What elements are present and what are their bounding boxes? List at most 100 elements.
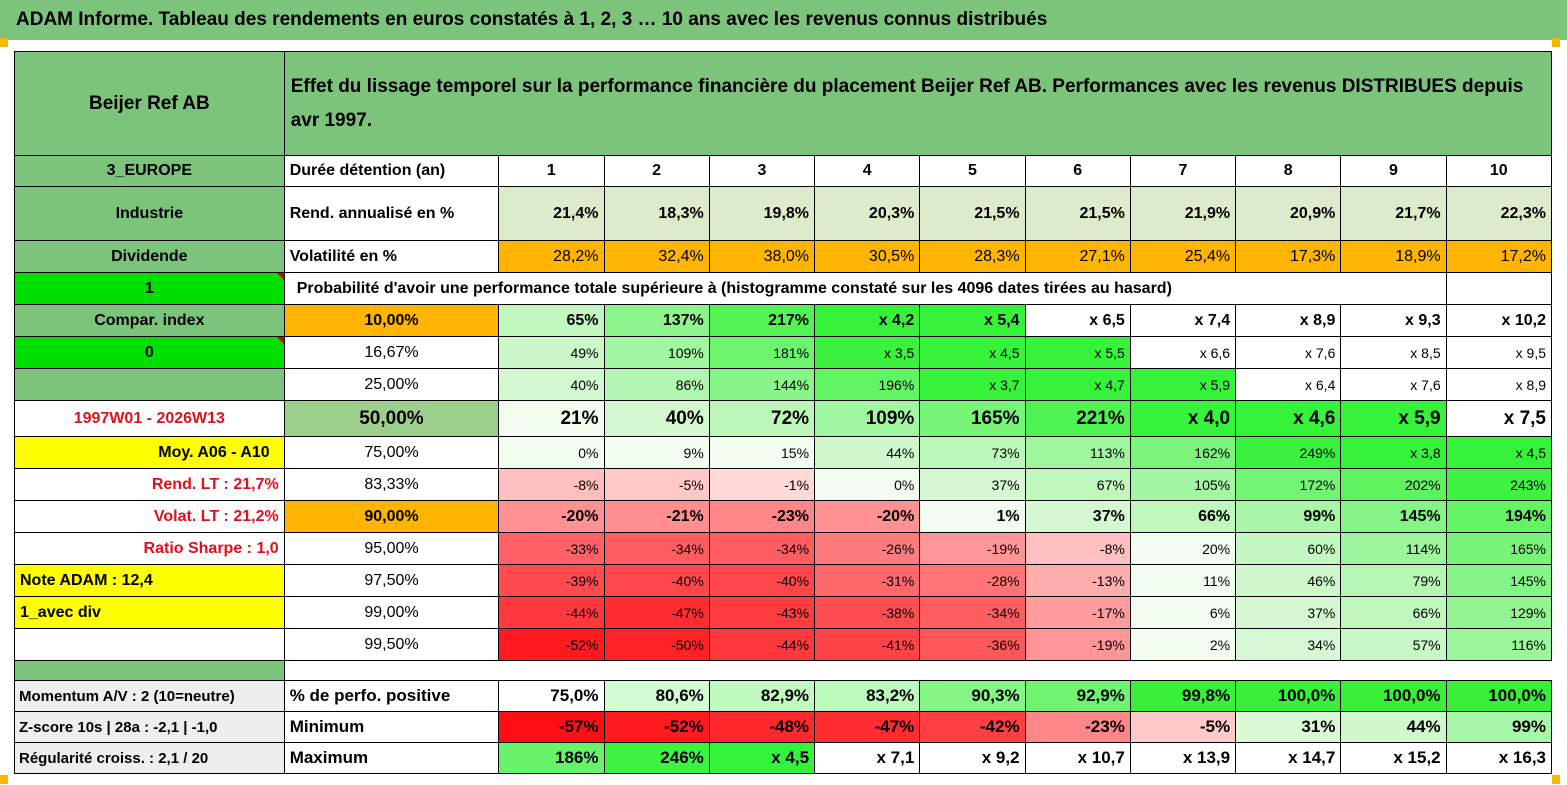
vol-cell: 30,5% (814, 240, 921, 273)
prob-value-cell: 129% (1445, 596, 1553, 629)
positive-value-cell: 90,3% (919, 680, 1026, 712)
vol-cell: 25,4% (1129, 240, 1237, 273)
rend-lt-cell: Rend. LT : 21,7% (14, 468, 285, 501)
minimum-value-cell: 31% (1235, 711, 1342, 743)
prob-value-cell: 99% (1235, 500, 1342, 533)
maximum-value-cell: x 9,2 (919, 742, 1026, 774)
year-header: 8 (1235, 155, 1342, 187)
threshold-cell: 16,67% (283, 336, 500, 369)
prob-value-cell: 145% (1340, 500, 1447, 533)
prob-value-cell: 137% (603, 304, 710, 337)
rend-cell: 21,9% (1129, 186, 1237, 241)
maximum-value-cell: x 4,5 (708, 742, 816, 774)
prob-value-cell: -34% (708, 532, 816, 565)
duree-label: Durée détention (an) (283, 155, 500, 187)
prob-value-cell: 44% (814, 436, 921, 469)
prob-value-cell: 162% (1129, 436, 1237, 469)
blank-green-cell (14, 368, 285, 401)
prob-value-cell: 65% (498, 304, 605, 337)
avec-div-cell: 1_avec div (14, 596, 285, 629)
asset-name: Beijer Ref AB (14, 51, 285, 156)
prob-value-cell: -8% (498, 468, 605, 501)
year-header: 5 (919, 155, 1026, 187)
threshold-cell: 97,50% (283, 564, 500, 597)
description: Effet du lissage temporel sur la perform… (283, 51, 1553, 156)
minimum-value-cell: -23% (1024, 711, 1131, 743)
positive-label: % de perfo. positive (283, 680, 500, 712)
prob-value-cell: x 4,7 (1024, 368, 1131, 401)
prob-value-cell: x 4,6 (1235, 400, 1342, 437)
cell-marker (1552, 38, 1560, 47)
maximum-value-cell: x 7,1 (814, 742, 921, 774)
prob-value-cell: -8% (1024, 532, 1131, 565)
prob-value-cell: 0% (814, 468, 921, 501)
threshold-cell: 50,00% (283, 400, 500, 437)
maximum-value-cell: x 10,7 (1024, 742, 1131, 774)
rend-cell: 21,5% (1024, 186, 1131, 241)
maximum-value-cell: 186% (498, 742, 605, 774)
prob-value-cell: x 3,5 (814, 336, 921, 369)
prob-value-cell: 60% (1235, 532, 1342, 565)
prob-value-cell: 221% (1024, 400, 1131, 437)
prob-value-cell: x 5,4 (919, 304, 1026, 337)
cell-marker (0, 38, 8, 47)
prob-value-cell: x 9,5 (1445, 336, 1553, 369)
maximum-value-cell: x 14,7 (1235, 742, 1342, 774)
prob-value-cell: -34% (603, 532, 710, 565)
performance-table: Beijer Ref AB Effet du lissage temporel … (14, 51, 1553, 774)
prob-value-cell: -47% (603, 596, 710, 629)
prob-value-cell: -19% (919, 532, 1026, 565)
flag-one-cell: 1 (14, 272, 285, 305)
report-title: ADAM Informe. Tableau des rendements en … (16, 9, 1048, 30)
prob-value-cell: x 7,6 (1340, 368, 1447, 401)
note-adam-cell: Note ADAM : 12,4 (14, 564, 285, 597)
maximum-value-cell: x 16,3 (1445, 742, 1553, 774)
prob-value-cell: 196% (814, 368, 921, 401)
positive-side-cell: Momentum A/V : 2 (10=neutre) (14, 680, 285, 712)
threshold-cell: 90,00% (283, 500, 500, 533)
empty-cell (1445, 272, 1553, 305)
prob-value-cell: x 10,2 (1445, 304, 1553, 337)
maximum-value-cell: 246% (603, 742, 710, 774)
prob-value-cell: -44% (708, 628, 816, 661)
minimum-value-cell: -57% (498, 711, 605, 743)
prob-value-cell: -34% (919, 596, 1026, 629)
rend-cell: 22,3% (1445, 186, 1553, 241)
flag-zero-cell: 0 (14, 336, 285, 369)
prob-value-cell: x 3,8 (1340, 436, 1447, 469)
prob-value-cell: 86% (603, 368, 710, 401)
rend-cell: 21,5% (919, 186, 1026, 241)
vol-cell: 32,4% (603, 240, 710, 273)
prob-value-cell: 79% (1340, 564, 1447, 597)
prob-value-cell: 66% (1129, 500, 1237, 533)
prob-value-cell: -28% (919, 564, 1026, 597)
minimum-value-cell: -52% (603, 711, 710, 743)
threshold-cell: 95,00% (283, 532, 500, 565)
cell-marker (0, 775, 8, 784)
prob-value-cell: -44% (498, 596, 605, 629)
prob-value-cell: -1% (708, 468, 816, 501)
minimum-value-cell: 44% (1340, 711, 1447, 743)
prob-value-cell: 49% (498, 336, 605, 369)
vol-cell: 27,1% (1024, 240, 1131, 273)
minimum-value-cell: 99% (1445, 711, 1553, 743)
prob-value-cell: 249% (1235, 436, 1342, 469)
prob-value-cell: 46% (1235, 564, 1342, 597)
maximum-side-cell: Régularité croiss. : 2,1 / 20 (14, 742, 285, 774)
prob-value-cell: -39% (498, 564, 605, 597)
prob-value-cell: x 7,5 (1445, 400, 1553, 437)
prob-value-cell: 11% (1129, 564, 1237, 597)
prob-value-cell: -31% (814, 564, 921, 597)
threshold-cell: 99,00% (283, 596, 500, 629)
prob-value-cell: x 4,0 (1129, 400, 1237, 437)
vol-cell: 17,3% (1235, 240, 1342, 273)
prob-value-cell: -17% (1024, 596, 1131, 629)
rend-cell: 20,3% (814, 186, 921, 241)
prob-value-cell: 37% (919, 468, 1026, 501)
prob-value-cell: 15% (708, 436, 816, 469)
prob-value-cell: x 6,4 (1235, 368, 1342, 401)
vol-cell: 18,9% (1340, 240, 1447, 273)
minimum-value-cell: -48% (708, 711, 816, 743)
threshold-cell: 10,00% (283, 304, 500, 337)
year-header: 2 (603, 155, 710, 187)
